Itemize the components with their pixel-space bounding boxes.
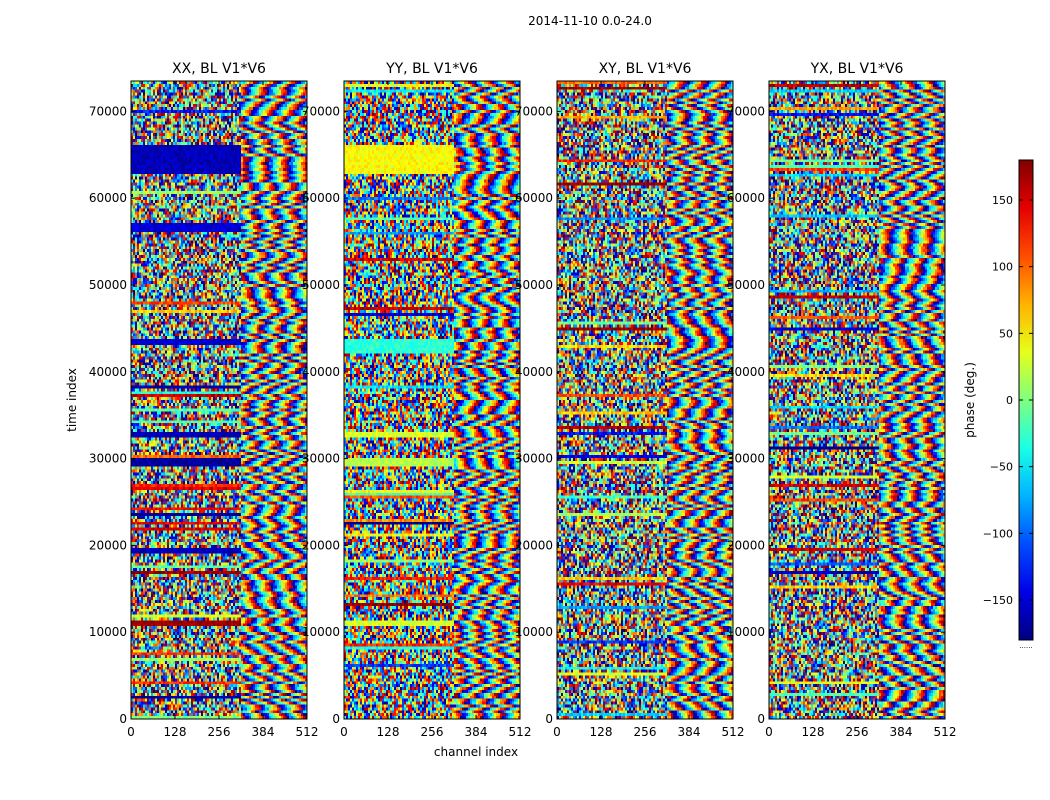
y-tick-label: 10000 xyxy=(727,625,765,639)
y-tick-label: 20000 xyxy=(515,538,553,552)
y-tick-label: 50000 xyxy=(515,278,553,292)
y-tick-label: 0 xyxy=(332,712,340,726)
y-tick-label: 10000 xyxy=(515,625,553,639)
colorbar-tick-label: 50 xyxy=(999,327,1013,340)
x-axis-label: channel index xyxy=(434,745,518,759)
y-tick-label: 10000 xyxy=(89,625,127,639)
panel-title: XY, BL V1*V6 xyxy=(599,61,692,77)
panel-title: YY, BL V1*V6 xyxy=(385,61,478,77)
colorbar-tick-label: 150 xyxy=(992,194,1013,207)
x-tick-label: 256 xyxy=(421,725,444,739)
y-tick-label: 20000 xyxy=(302,538,340,552)
colorbar-tick-label: −50 xyxy=(990,461,1013,474)
y-tick-label: 70000 xyxy=(302,104,340,118)
colorbar-label: phase (deg.) xyxy=(963,362,977,438)
panel-yx: YX, BL V1*V6 0 128 256 384 512 0 10000 20000 3000… xyxy=(727,61,957,739)
heatmap-yy xyxy=(344,81,520,719)
panel-xx: XX, BL V1*V6 0 128 256 384 512 0 10000 20000 3000… xyxy=(89,61,319,739)
y-tick-label: 40000 xyxy=(302,365,340,379)
panels-layer: XX, BL V1*V6 0 128 256 384 512 0 10000 20000 3000… xyxy=(89,61,957,739)
colorbar-footer: ...... xyxy=(1019,642,1032,650)
y-tick-label: 20000 xyxy=(89,538,127,552)
y-axis-label: time index xyxy=(65,368,79,432)
colorbar: 150 100 50 0 −50 −100 −150 xyxy=(983,159,1034,641)
y-tick-label: 60000 xyxy=(302,191,340,205)
y-tick-label: 30000 xyxy=(727,452,765,466)
x-tick-label: 256 xyxy=(634,725,657,739)
y-tick-label: 50000 xyxy=(302,278,340,292)
y-tick-label: 70000 xyxy=(727,104,765,118)
y-tick-label: 20000 xyxy=(727,538,765,552)
y-tick-label: 60000 xyxy=(89,191,127,205)
y-tick-label: 60000 xyxy=(515,191,553,205)
x-tick-label: 384 xyxy=(678,725,701,739)
y-tick-label: 40000 xyxy=(89,365,127,379)
x-tick-label: 128 xyxy=(377,725,400,739)
y-tick-label: 0 xyxy=(545,712,553,726)
x-tick-label: 384 xyxy=(465,725,488,739)
x-tick-label: 512 xyxy=(934,725,957,739)
colorbar-tick-label: −150 xyxy=(983,594,1013,607)
x-tick-label: 0 xyxy=(340,725,348,739)
panel-title: XX, BL V1*V6 xyxy=(172,61,266,77)
x-tick-label: 0 xyxy=(765,725,773,739)
x-tick-label: 256 xyxy=(846,725,869,739)
y-tick-label: 70000 xyxy=(515,104,553,118)
y-tick-label: 10000 xyxy=(302,625,340,639)
colorbar-tick-label: 0 xyxy=(1006,394,1013,407)
x-tick-label: 0 xyxy=(127,725,135,739)
x-tick-label: 384 xyxy=(890,725,913,739)
x-tick-label: 0 xyxy=(553,725,561,739)
colorbar-tick-label: −100 xyxy=(983,527,1013,540)
panel-title: YX, BL V1*V6 xyxy=(810,61,904,77)
panel-yy: YY, BL V1*V6 0 128 256 384 512 0 10000 20000 3000… xyxy=(302,61,532,739)
heatmap-xy xyxy=(557,81,733,719)
x-tick-label: 128 xyxy=(590,725,613,739)
y-tick-label: 30000 xyxy=(89,452,127,466)
x-tick-label: 128 xyxy=(802,725,825,739)
y-tick-label: 40000 xyxy=(727,365,765,379)
x-tick-label: 384 xyxy=(252,725,275,739)
x-tick-label: 512 xyxy=(509,725,532,739)
y-tick-label: 60000 xyxy=(727,191,765,205)
x-tick-label: 256 xyxy=(208,725,231,739)
x-tick-label: 512 xyxy=(722,725,745,739)
y-tick-label: 40000 xyxy=(515,365,553,379)
heatmap-xx xyxy=(131,81,307,719)
panel-xy: XY, BL V1*V6 0 128 256 384 512 0 10000 20000 3000… xyxy=(515,61,745,739)
y-tick-label: 30000 xyxy=(515,452,553,466)
y-tick-label: 30000 xyxy=(302,452,340,466)
x-tick-label: 128 xyxy=(164,725,187,739)
y-tick-label: 70000 xyxy=(89,104,127,118)
heatmap-yx xyxy=(769,81,945,719)
x-tick-label: 512 xyxy=(296,725,319,739)
y-tick-label: 0 xyxy=(119,712,127,726)
y-tick-label: 50000 xyxy=(727,278,765,292)
figure-suptitle: 2014-11-10 0.0-24.0 xyxy=(528,14,652,28)
y-tick-label: 50000 xyxy=(89,278,127,292)
y-tick-label: 0 xyxy=(757,712,765,726)
colorbar-tick-label: 100 xyxy=(992,261,1013,274)
